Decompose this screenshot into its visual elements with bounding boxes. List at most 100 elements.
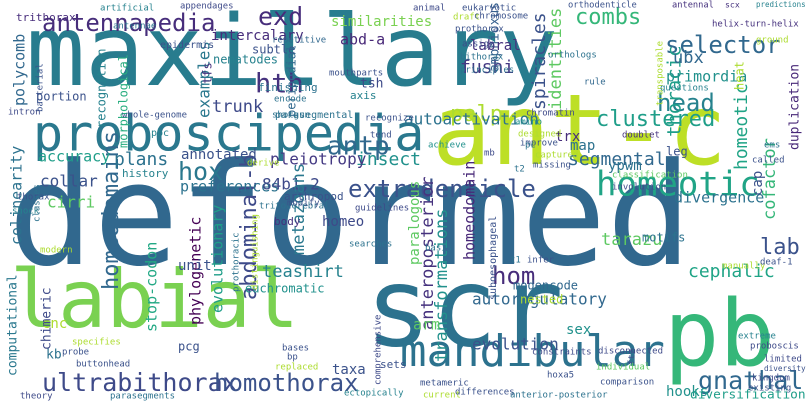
word-achieve-138: achieve <box>428 141 466 151</box>
word-homeodomains-26: homeodomains <box>99 131 124 290</box>
word-tfs-105: tfs <box>201 62 215 84</box>
word-clustered-34: clustered <box>596 107 715 132</box>
word-modify-151: modify <box>287 199 320 209</box>
word-homeodomain-49: homeodomain <box>461 161 479 260</box>
word-scx-116: scx <box>725 0 740 10</box>
word-maxillary-1: maxillary <box>26 0 558 109</box>
word-homothorax-12: homothorax <box>214 369 359 397</box>
word-antennae-109: antennae <box>113 22 156 32</box>
word-body-103: body <box>274 215 301 228</box>
word-ant-c-4: ant-c <box>432 74 727 188</box>
word-ems-142: ems <box>764 141 780 151</box>
word-evolutionary-52: evolutionary <box>209 205 227 313</box>
word-pcg-83: pcg <box>178 340 200 354</box>
word-gnathal-13: gnathal <box>698 366 803 395</box>
word-derive-149: derive <box>247 159 280 169</box>
word-shotgun-126: shotgun <box>272 111 310 121</box>
word-prothoracic-157: prothoracic <box>232 232 242 292</box>
word-transposable-120: transposable <box>656 41 666 106</box>
word-map-84: map <box>570 138 595 154</box>
word-classification-146: classification <box>612 171 688 181</box>
word-labral-66: labral <box>470 38 521 54</box>
word-trunk-60: trunk <box>212 97 263 117</box>
word-basis-159: basis <box>425 244 452 254</box>
word-distinguishing-156: distinguishing <box>251 214 261 290</box>
word-artificial-108: artificial <box>100 4 154 14</box>
word-eukaryotic-111: eukaryotic <box>462 4 516 14</box>
word-exd-21: exd <box>258 2 303 31</box>
word-animal-195: animal <box>413 4 446 14</box>
word-euchromatic-92: euchromatic <box>245 282 324 296</box>
word-teashirt-50: teashirt <box>262 262 344 282</box>
word-annotated-38: annotated <box>181 147 257 163</box>
word-specifies-169: specifies <box>72 338 121 348</box>
word-hom-18: hom <box>492 262 535 290</box>
word-parasegments-194: parasegments <box>110 392 175 402</box>
word-repetitive-113: repetitive <box>272 36 326 46</box>
word-searches-158: searches <box>349 240 392 250</box>
word-modern-160: modern <box>40 246 73 256</box>
word-ftz-177: ftz <box>628 349 638 365</box>
word-hth-20: hth <box>255 69 304 100</box>
word-trx-71: trx <box>555 129 580 145</box>
word-comprehensive-188: comprehensive <box>374 315 384 385</box>
word-divergence-47: divergence <box>674 189 764 207</box>
word-bacterial-131: bacterial <box>36 63 46 112</box>
word-scr-2: scr <box>365 243 564 371</box>
word-lab-17: lab <box>760 235 800 260</box>
word-stop-codon-54: stop-codon <box>143 242 161 332</box>
word-kb-78: kb <box>46 348 62 363</box>
word-insect-32: insect <box>356 149 421 170</box>
word-proboscipedia-6: proboscipedia <box>33 105 424 163</box>
word-anterior-posterior-192: anterior-posterior <box>510 391 608 401</box>
word-replaced-174: replaced <box>275 363 318 373</box>
word-nested-100: nested <box>520 293 563 307</box>
word-deaf-1-164: deaf-1 <box>760 258 793 268</box>
word-diversification-77: diversification <box>690 388 806 403</box>
word-modencode-91: modencode <box>513 279 578 293</box>
word-ypwm-72: ypwm <box>608 158 642 174</box>
word-taxa-79: taxa <box>332 362 366 378</box>
word-prothorax-196: prothorax <box>455 25 504 35</box>
word-chimeric-81: chimeric <box>40 287 55 350</box>
word-rule-129: rule <box>584 78 606 88</box>
word-chromosome-197: chromosome <box>474 12 528 22</box>
word-homeotic-10: homeotic <box>596 165 760 205</box>
word-heat-101: heat <box>733 61 747 90</box>
word-cap-85: cap <box>750 171 766 196</box>
word-intron-130: intron <box>8 108 41 118</box>
word-polycomb-67: polycomb <box>11 34 29 106</box>
word-duplication-86: duplication <box>788 64 803 150</box>
word-peripodial-95: peripodial <box>285 45 299 117</box>
word-primordia-65: primordia <box>666 68 747 86</box>
word-abd-a-61: abd-a <box>340 31 385 49</box>
word-mouthparts-125: mouthparts <box>329 69 383 79</box>
word-limited-180: limited <box>764 355 802 365</box>
word-mb-166: mb <box>484 149 495 159</box>
word-constraints-175: constraints <box>532 348 592 358</box>
word-tritocerebral-150: tritocerebral <box>259 202 329 212</box>
word-orthologs-124: orthologs <box>548 51 597 61</box>
word-individual-184: individual <box>596 363 650 373</box>
word-antennapedia-8: antennapedia <box>42 9 215 37</box>
word-antp-19: antp <box>327 132 390 162</box>
word-kingdom-182: kingdom <box>752 374 790 384</box>
word-similarities-62: similarities <box>331 14 432 30</box>
word-hoxa5-186: hoxa5 <box>547 371 574 381</box>
word-sex-75: sex <box>566 322 591 338</box>
word-differences-191: differences <box>455 388 515 398</box>
word-involution-147: involution <box>612 183 666 193</box>
word-epidermis-107: epidermis <box>160 40 214 51</box>
word-trithorax-106: trithorax <box>16 11 76 24</box>
word-helix-turn-helix-118: helix-turn-helix <box>712 20 799 30</box>
word-subtle-90: subtle <box>252 43 295 57</box>
word-probe-170: probe <box>62 348 89 358</box>
word-doublet-141: doublet <box>622 131 660 141</box>
word-ground-119: ground <box>756 36 789 46</box>
word-guidelines-154: guidelines <box>355 204 409 214</box>
word-appendages-110: appendages <box>180 2 233 12</box>
word-pbc-137: pbc <box>151 128 169 139</box>
word-comparison-185: comparison <box>600 378 654 388</box>
word-mandibular-7: mandibular <box>400 326 665 377</box>
